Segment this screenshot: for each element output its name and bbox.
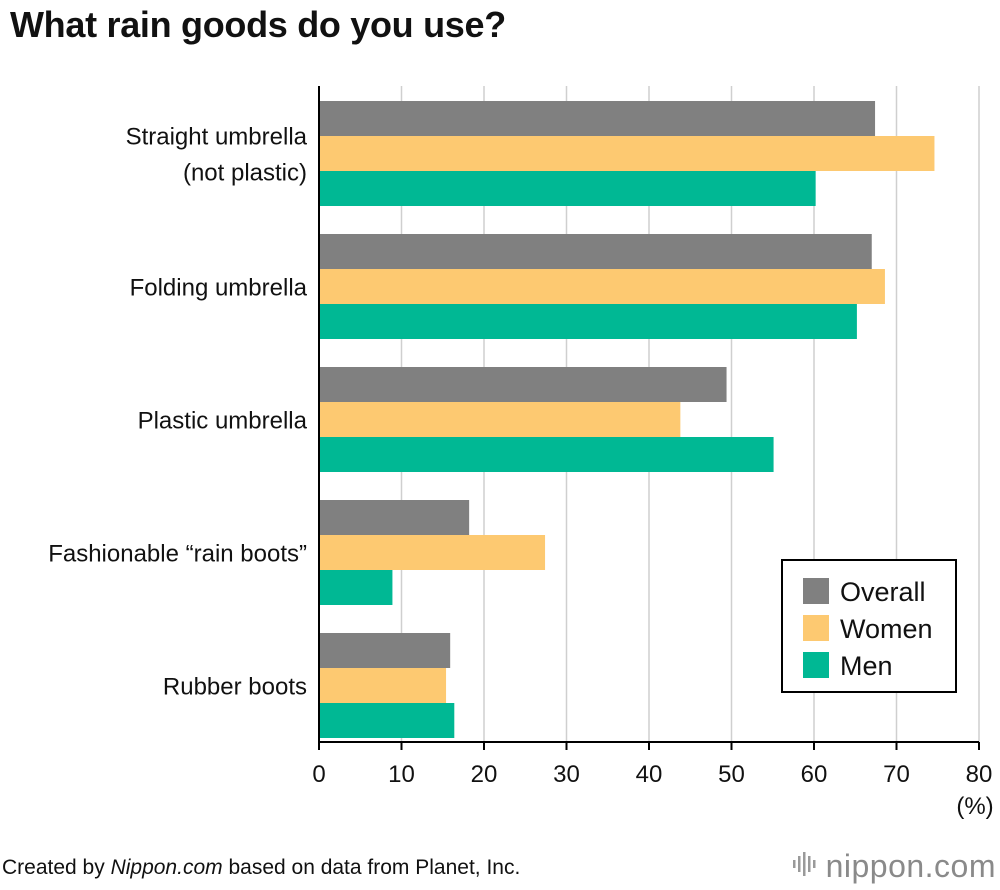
x-tick-label-80: 80 — [966, 761, 993, 788]
x-tick-label-10: 10 — [388, 761, 415, 788]
bar-men-1 — [319, 304, 857, 339]
legend-label-overall: Overall — [840, 577, 926, 607]
x-axis-unit: (%) — [956, 793, 993, 820]
axes — [318, 86, 980, 750]
bar-women-4 — [319, 668, 447, 703]
legend-label-women: Women — [840, 614, 933, 644]
bar-women-0 — [319, 136, 935, 171]
category-label-4-0: Rubber boots — [163, 674, 307, 701]
bars — [319, 101, 935, 738]
category-label-2-0: Plastic umbrella — [138, 408, 308, 435]
bar-overall-4 — [319, 633, 451, 668]
category-label-1-0: Folding umbrella — [130, 275, 308, 302]
logo-tld: com — [934, 848, 996, 884]
legend: Overall Women Men — [781, 559, 957, 693]
logo-name: nippon — [825, 848, 925, 884]
x-tick-label-50: 50 — [718, 761, 745, 788]
credit-suffix: based on data from Planet, Inc. — [222, 856, 521, 879]
legend-swatch-men — [803, 652, 829, 678]
bar-overall-1 — [319, 234, 872, 269]
bar-overall-2 — [319, 367, 727, 402]
bar-overall-0 — [319, 101, 876, 136]
x-tick-label-40: 40 — [636, 761, 663, 788]
sound-wave-icon — [792, 852, 818, 881]
bar-men-0 — [319, 171, 816, 206]
legend-swatch-overall — [803, 578, 829, 604]
bar-men-3 — [319, 570, 393, 605]
x-tick-labels: 0 10 20 30 40 50 60 70 80 (%) — [312, 761, 993, 820]
bar-men-2 — [319, 437, 774, 472]
x-tick-label-20: 20 — [471, 761, 498, 788]
credit-publisher: Nippon.com — [110, 856, 223, 879]
legend-swatch-women — [803, 615, 829, 641]
x-tick-label-30: 30 — [553, 761, 580, 788]
bar-women-3 — [319, 535, 546, 570]
category-label-3-0: Fashionable “rain boots” — [48, 541, 307, 568]
bar-women-1 — [319, 269, 885, 304]
legend-label-men: Men — [840, 651, 893, 681]
bar-overall-3 — [319, 500, 470, 535]
logo-wordmark: nippon.com — [826, 848, 996, 885]
x-tick-label-70: 70 — [883, 761, 910, 788]
bar-men-4 — [319, 703, 455, 738]
chart-title: What rain goods do you use? — [10, 4, 506, 45]
x-tick-label-0: 0 — [312, 761, 325, 788]
credit-prefix: Created by — [2, 856, 111, 879]
x-tick-label-60: 60 — [801, 761, 828, 788]
logo-dot: . — [924, 848, 935, 884]
category-label-0-1: (not plastic) — [183, 160, 307, 187]
bar-women-2 — [319, 402, 681, 437]
nippon-logo: nippon.com — [792, 848, 996, 885]
bar-chart: Straight umbrella (not plastic) Folding um… — [48, 86, 994, 820]
source-credit: Created by Nippon.com based on data from… — [2, 856, 520, 880]
category-label-0-0: Straight umbrella — [126, 124, 308, 151]
category-labels: Straight umbrella (not plastic) Folding um… — [48, 124, 307, 701]
